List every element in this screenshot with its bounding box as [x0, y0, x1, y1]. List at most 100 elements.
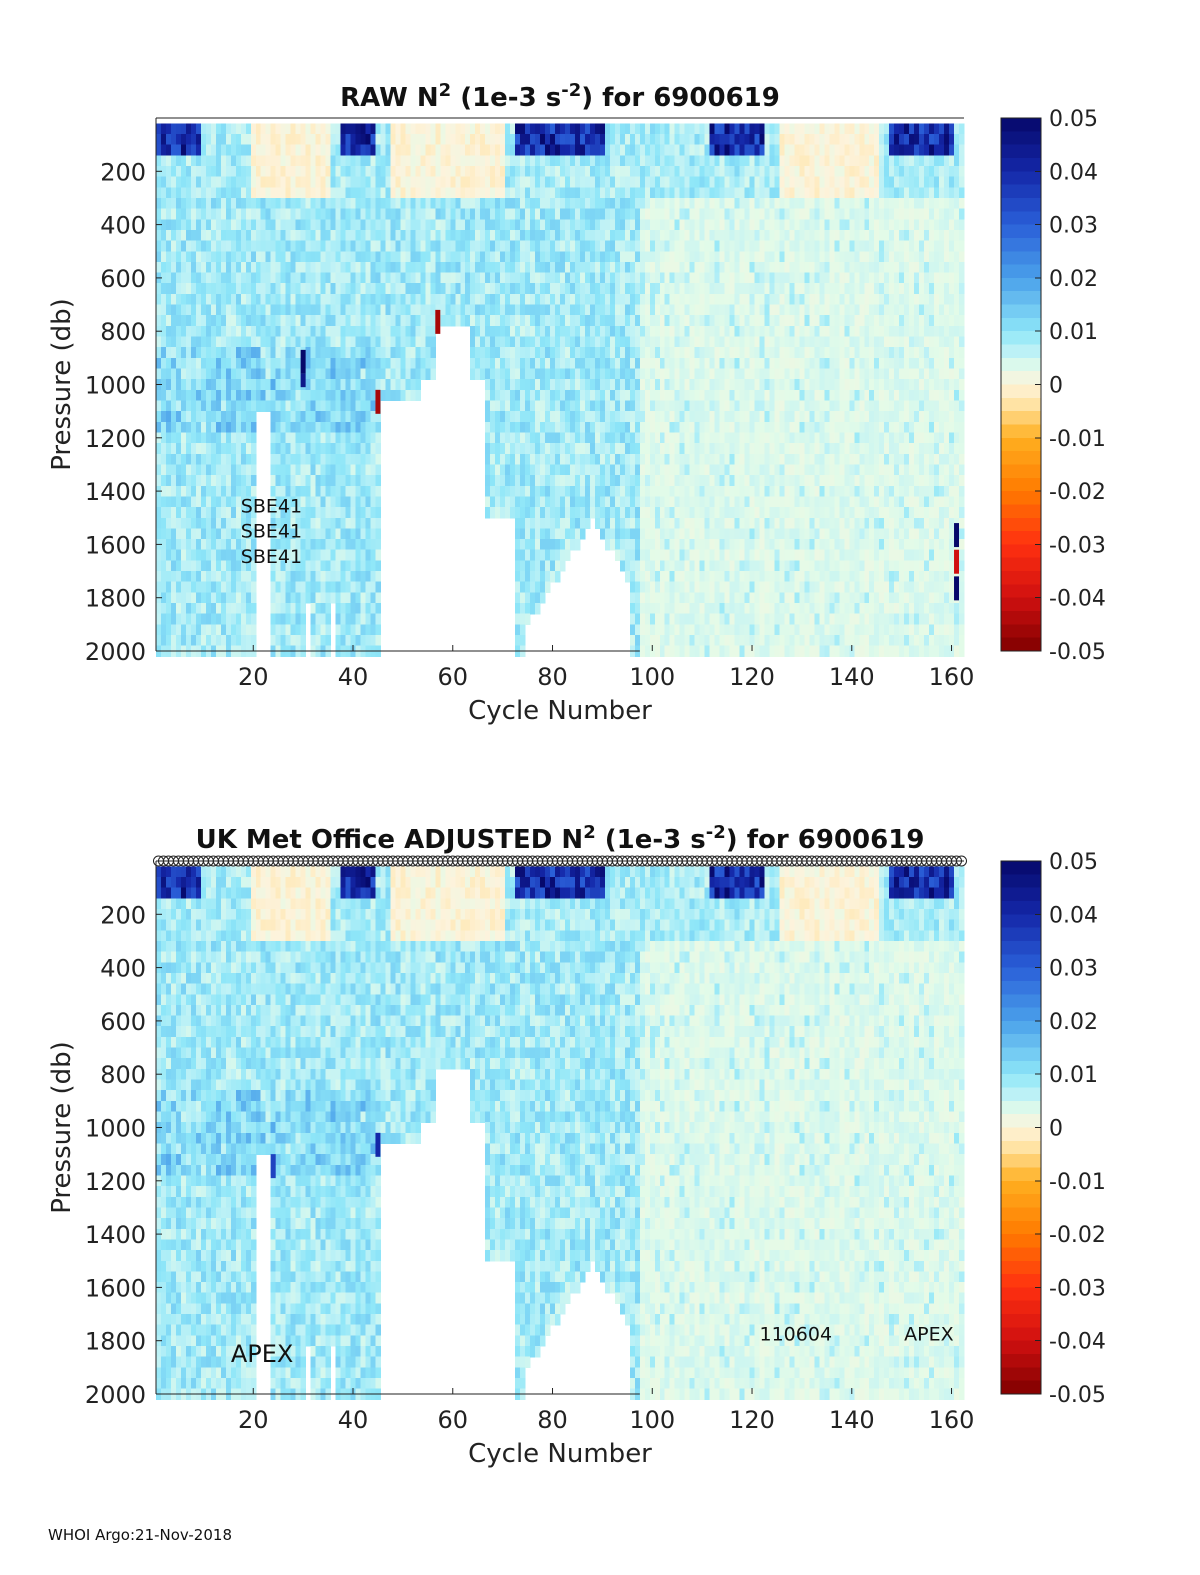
- heatmap-cell: [485, 485, 491, 498]
- heatmap-cell: [540, 539, 546, 551]
- heatmap-cell: [719, 336, 726, 348]
- heatmap-cell: [355, 315, 362, 327]
- heatmap-cell: [235, 144, 242, 156]
- heatmap-cell: [634, 549, 641, 561]
- heatmap-cell: [210, 635, 217, 647]
- heatmap-cell: [704, 613, 711, 625]
- heatmap-cell: [510, 304, 516, 316]
- heatmap-cell: [555, 155, 561, 167]
- heatmap-cell: [734, 176, 741, 188]
- heatmap-cell: [659, 325, 666, 338]
- heatmap-cell: [265, 368, 272, 380]
- heatmap-cell: [520, 539, 526, 551]
- heatmap-cell: [340, 549, 347, 561]
- heatmap-cell: [325, 229, 332, 242]
- heatmap-cell: [490, 443, 496, 455]
- heatmap-cell: [270, 464, 277, 476]
- heatmap-cell: [599, 229, 606, 242]
- heatmap-cell: [589, 155, 596, 167]
- heatmap-cell: [310, 133, 317, 146]
- heatmap-cell: [245, 539, 252, 551]
- heatmap-cell: [579, 155, 586, 167]
- heatmap-cell: [370, 624, 377, 636]
- heatmap-cell: [320, 528, 327, 540]
- heatmap-cell: [315, 421, 322, 434]
- heatmap-cell: [609, 229, 616, 242]
- heatmap-cell: [395, 315, 401, 327]
- heatmap-cell: [634, 208, 641, 220]
- heatmap-cell: [340, 624, 347, 636]
- heatmap-cell: [345, 507, 352, 519]
- heatmap-cell: [550, 507, 556, 519]
- heatmap-cell: [315, 475, 322, 487]
- heatmap-cell: [694, 571, 701, 583]
- heatmap-cell: [360, 272, 367, 284]
- heatmap-cell: [415, 368, 421, 380]
- heatmap-cell: [160, 304, 167, 316]
- heatmap-cell: [385, 197, 392, 210]
- heatmap-cell: [410, 155, 416, 167]
- heatmap-cell: [175, 528, 182, 540]
- heatmap-cell: [724, 613, 731, 625]
- heatmap-cell: [485, 315, 491, 327]
- heatmap-cell: [250, 123, 257, 135]
- heatmap-cell: [535, 496, 541, 508]
- heatmap-cell: [485, 293, 491, 306]
- heatmap-cell: [230, 123, 237, 135]
- heatmap-cell: [375, 603, 382, 615]
- heatmap-cell: [310, 165, 317, 178]
- heatmap-cell: [589, 389, 596, 402]
- heatmap-cell: [200, 123, 207, 135]
- heatmap-cell: [545, 464, 551, 476]
- heatmap-cell: [669, 144, 676, 156]
- heatmap-cell: [550, 357, 556, 370]
- heatmap-cell: [400, 155, 406, 167]
- heatmap-cell: [156, 357, 162, 370]
- heatmap-cell: [599, 293, 606, 306]
- heatmap-cell: [520, 507, 526, 519]
- heatmap-cell: [255, 133, 262, 146]
- heatmap-cell: [230, 187, 237, 199]
- heatmap-cell: [335, 507, 342, 519]
- heatmap-cell: [335, 123, 342, 135]
- heatmap-cell: [325, 176, 332, 188]
- heatmap-cell: [619, 187, 626, 199]
- heatmap-cell: [679, 357, 686, 370]
- heatmap-cell: [724, 496, 731, 508]
- heatmap-cell: [669, 155, 676, 167]
- heatmap-cell: [230, 411, 237, 423]
- heatmap-cell: [654, 411, 661, 423]
- heatmap-cell: [515, 293, 521, 306]
- heatmap-cell: [230, 368, 237, 380]
- heatmap-cell: [629, 229, 636, 242]
- heatmap-cell: [734, 368, 741, 380]
- heatmap-cell: [210, 411, 217, 423]
- heatmap-cell: [335, 549, 342, 561]
- heatmap-cell: [634, 187, 641, 199]
- heatmap-cell: [569, 453, 576, 466]
- heatmap-cell: [525, 155, 531, 167]
- heatmap-cell: [325, 592, 332, 604]
- heatmap-cell: [165, 240, 172, 252]
- heatmap-cell: [160, 144, 167, 156]
- heatmap-cell: [569, 304, 576, 316]
- heatmap-cell: [365, 283, 372, 295]
- heatmap-cell: [310, 560, 317, 572]
- heatmap-cell: [235, 165, 242, 178]
- heatmap-cell: [365, 581, 372, 593]
- heatmap-cell: [195, 624, 202, 636]
- heatmap-cell: [500, 219, 506, 231]
- heatmap-cell: [674, 208, 681, 220]
- heatmap-cell: [535, 336, 541, 348]
- heatmap-cell: [495, 379, 501, 391]
- heatmap-cell: [659, 176, 666, 188]
- heatmap-cell: [250, 528, 257, 540]
- heatmap-cell: [584, 261, 591, 274]
- heatmap-cell: [180, 261, 187, 274]
- heatmap-cell: [305, 283, 312, 295]
- heatmap-cell: [225, 411, 232, 423]
- heatmap-cell: [380, 165, 387, 178]
- heatmap-cell: [365, 155, 372, 167]
- heatmap-cell: [440, 123, 446, 135]
- heatmap-cell: [185, 208, 192, 220]
